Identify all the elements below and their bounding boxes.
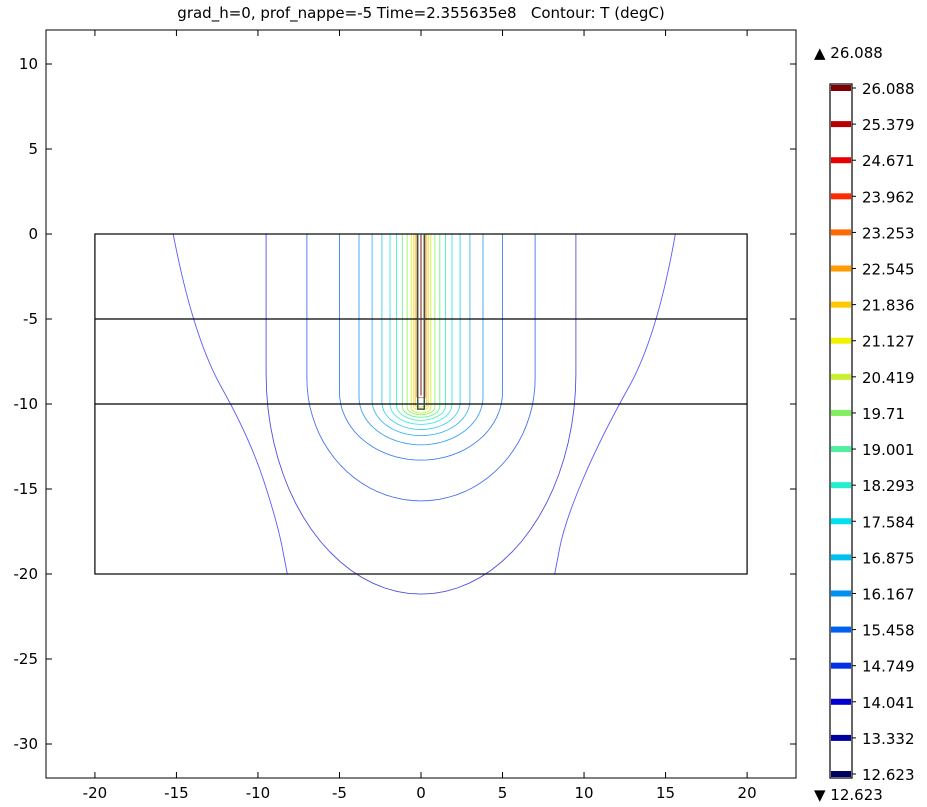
contour-line (358, 234, 484, 446)
plot-title: grad_h=0, prof_nappe=-5 Time=2.355635e8 … (177, 4, 665, 22)
colorbar-label: 20.419 (862, 369, 915, 387)
y-tick-label: 0 (28, 225, 38, 243)
y-tick-label: -5 (23, 310, 38, 328)
contour-line (406, 234, 436, 416)
contour-line (265, 234, 577, 595)
colorbar-swatch (831, 265, 851, 272)
x-tick-label: -5 (332, 784, 347, 802)
colorbar-swatch (831, 373, 851, 380)
colorbar-swatch (831, 482, 851, 489)
x-axis-ticks: -20 -15 -10 -5 0 5 10 15 20 (83, 30, 757, 802)
colorbar-swatch (831, 301, 851, 308)
colorbar-label: 14.749 (862, 658, 915, 676)
colorbar-swatch (831, 121, 851, 128)
colorbar-swatch (831, 771, 851, 777)
contour-line (306, 234, 536, 502)
x-tick-label: -20 (83, 784, 108, 802)
contour-line (396, 234, 446, 421)
colorbar-label: 21.836 (862, 297, 915, 315)
colorbar-swatch (831, 734, 851, 741)
colorbar-swatch (831, 626, 851, 633)
colorbar-label: 13.332 (862, 730, 915, 748)
domain-layer (94, 233, 748, 575)
colorbar-label: 25.379 (862, 116, 915, 134)
colorbar-label: 17.584 (862, 513, 915, 531)
colorbar-label: 16.167 (862, 585, 915, 603)
x-tick-label: -15 (164, 784, 189, 802)
colorbar-label: 21.127 (862, 333, 915, 351)
x-tick-label: 10 (574, 784, 593, 802)
colorbar-swatch (831, 409, 851, 416)
colorbar-label: 23.962 (862, 188, 915, 206)
y-tick-label: -25 (14, 650, 39, 668)
contour-line (414, 234, 428, 408)
contour-line (339, 234, 503, 461)
contour-line (389, 234, 453, 425)
contour-layer (172, 233, 676, 595)
x-tick-label: 20 (738, 784, 757, 802)
contour-line (554, 233, 676, 575)
colorbar-label: 24.671 (862, 152, 915, 170)
colorbar-swatch (831, 337, 851, 344)
colorbar-label: 15.458 (862, 622, 915, 640)
y-tick-label: -10 (14, 395, 39, 413)
colorbar-swatch (831, 698, 851, 705)
colorbar-label: 14.041 (862, 694, 915, 712)
contour-line (401, 234, 441, 418)
colorbar-label: 26.088 (862, 80, 915, 98)
colorbar-swatch (831, 193, 851, 200)
x-tick-label: 15 (656, 784, 675, 802)
colorbar-label: 18.293 (862, 477, 915, 495)
colorbar-label: 16.875 (862, 549, 915, 567)
colorbar-swatch (831, 85, 851, 91)
x-tick-label: 5 (498, 784, 508, 802)
colorbar-swatch (831, 229, 851, 236)
colorbar-min-label: ▼ 12.623 (814, 786, 883, 804)
y-tick-label: -30 (14, 735, 39, 753)
y-axis-ticks: 10 5 0 -5 -10 -15 -20 -25 -30 (14, 55, 796, 753)
colorbar-swatch (831, 518, 851, 525)
y-tick-label: -15 (14, 480, 39, 498)
colorbar-label: 19.001 (862, 441, 915, 459)
contour-line (381, 234, 461, 430)
contour-line (172, 233, 288, 575)
contour-line (371, 234, 471, 437)
y-tick-label: 10 (19, 55, 38, 73)
y-tick-label: -20 (14, 565, 39, 583)
colorbar-swatch (831, 662, 851, 669)
colorbar-max-label: ▲ 26.088 (814, 44, 883, 62)
x-tick-label: 0 (416, 784, 426, 802)
colorbar-swatch (831, 157, 851, 164)
colorbar-label: 19.71 (862, 405, 905, 423)
x-tick-label: -10 (246, 784, 271, 802)
contour-line (410, 234, 432, 414)
colorbar-swatch (831, 446, 851, 453)
colorbar-label: 22.545 (862, 261, 915, 279)
colorbar: 26.088 25.379 24.671 23.962 23.253 22.545 21.8… (814, 44, 915, 804)
colorbar-frame (829, 83, 853, 779)
colorbar-label: 12.623 (862, 766, 915, 784)
colorbar-swatch (831, 554, 851, 561)
colorbar-label: 23.253 (862, 224, 915, 242)
colorbar-swatch (831, 590, 851, 597)
y-tick-label: 5 (28, 140, 38, 158)
